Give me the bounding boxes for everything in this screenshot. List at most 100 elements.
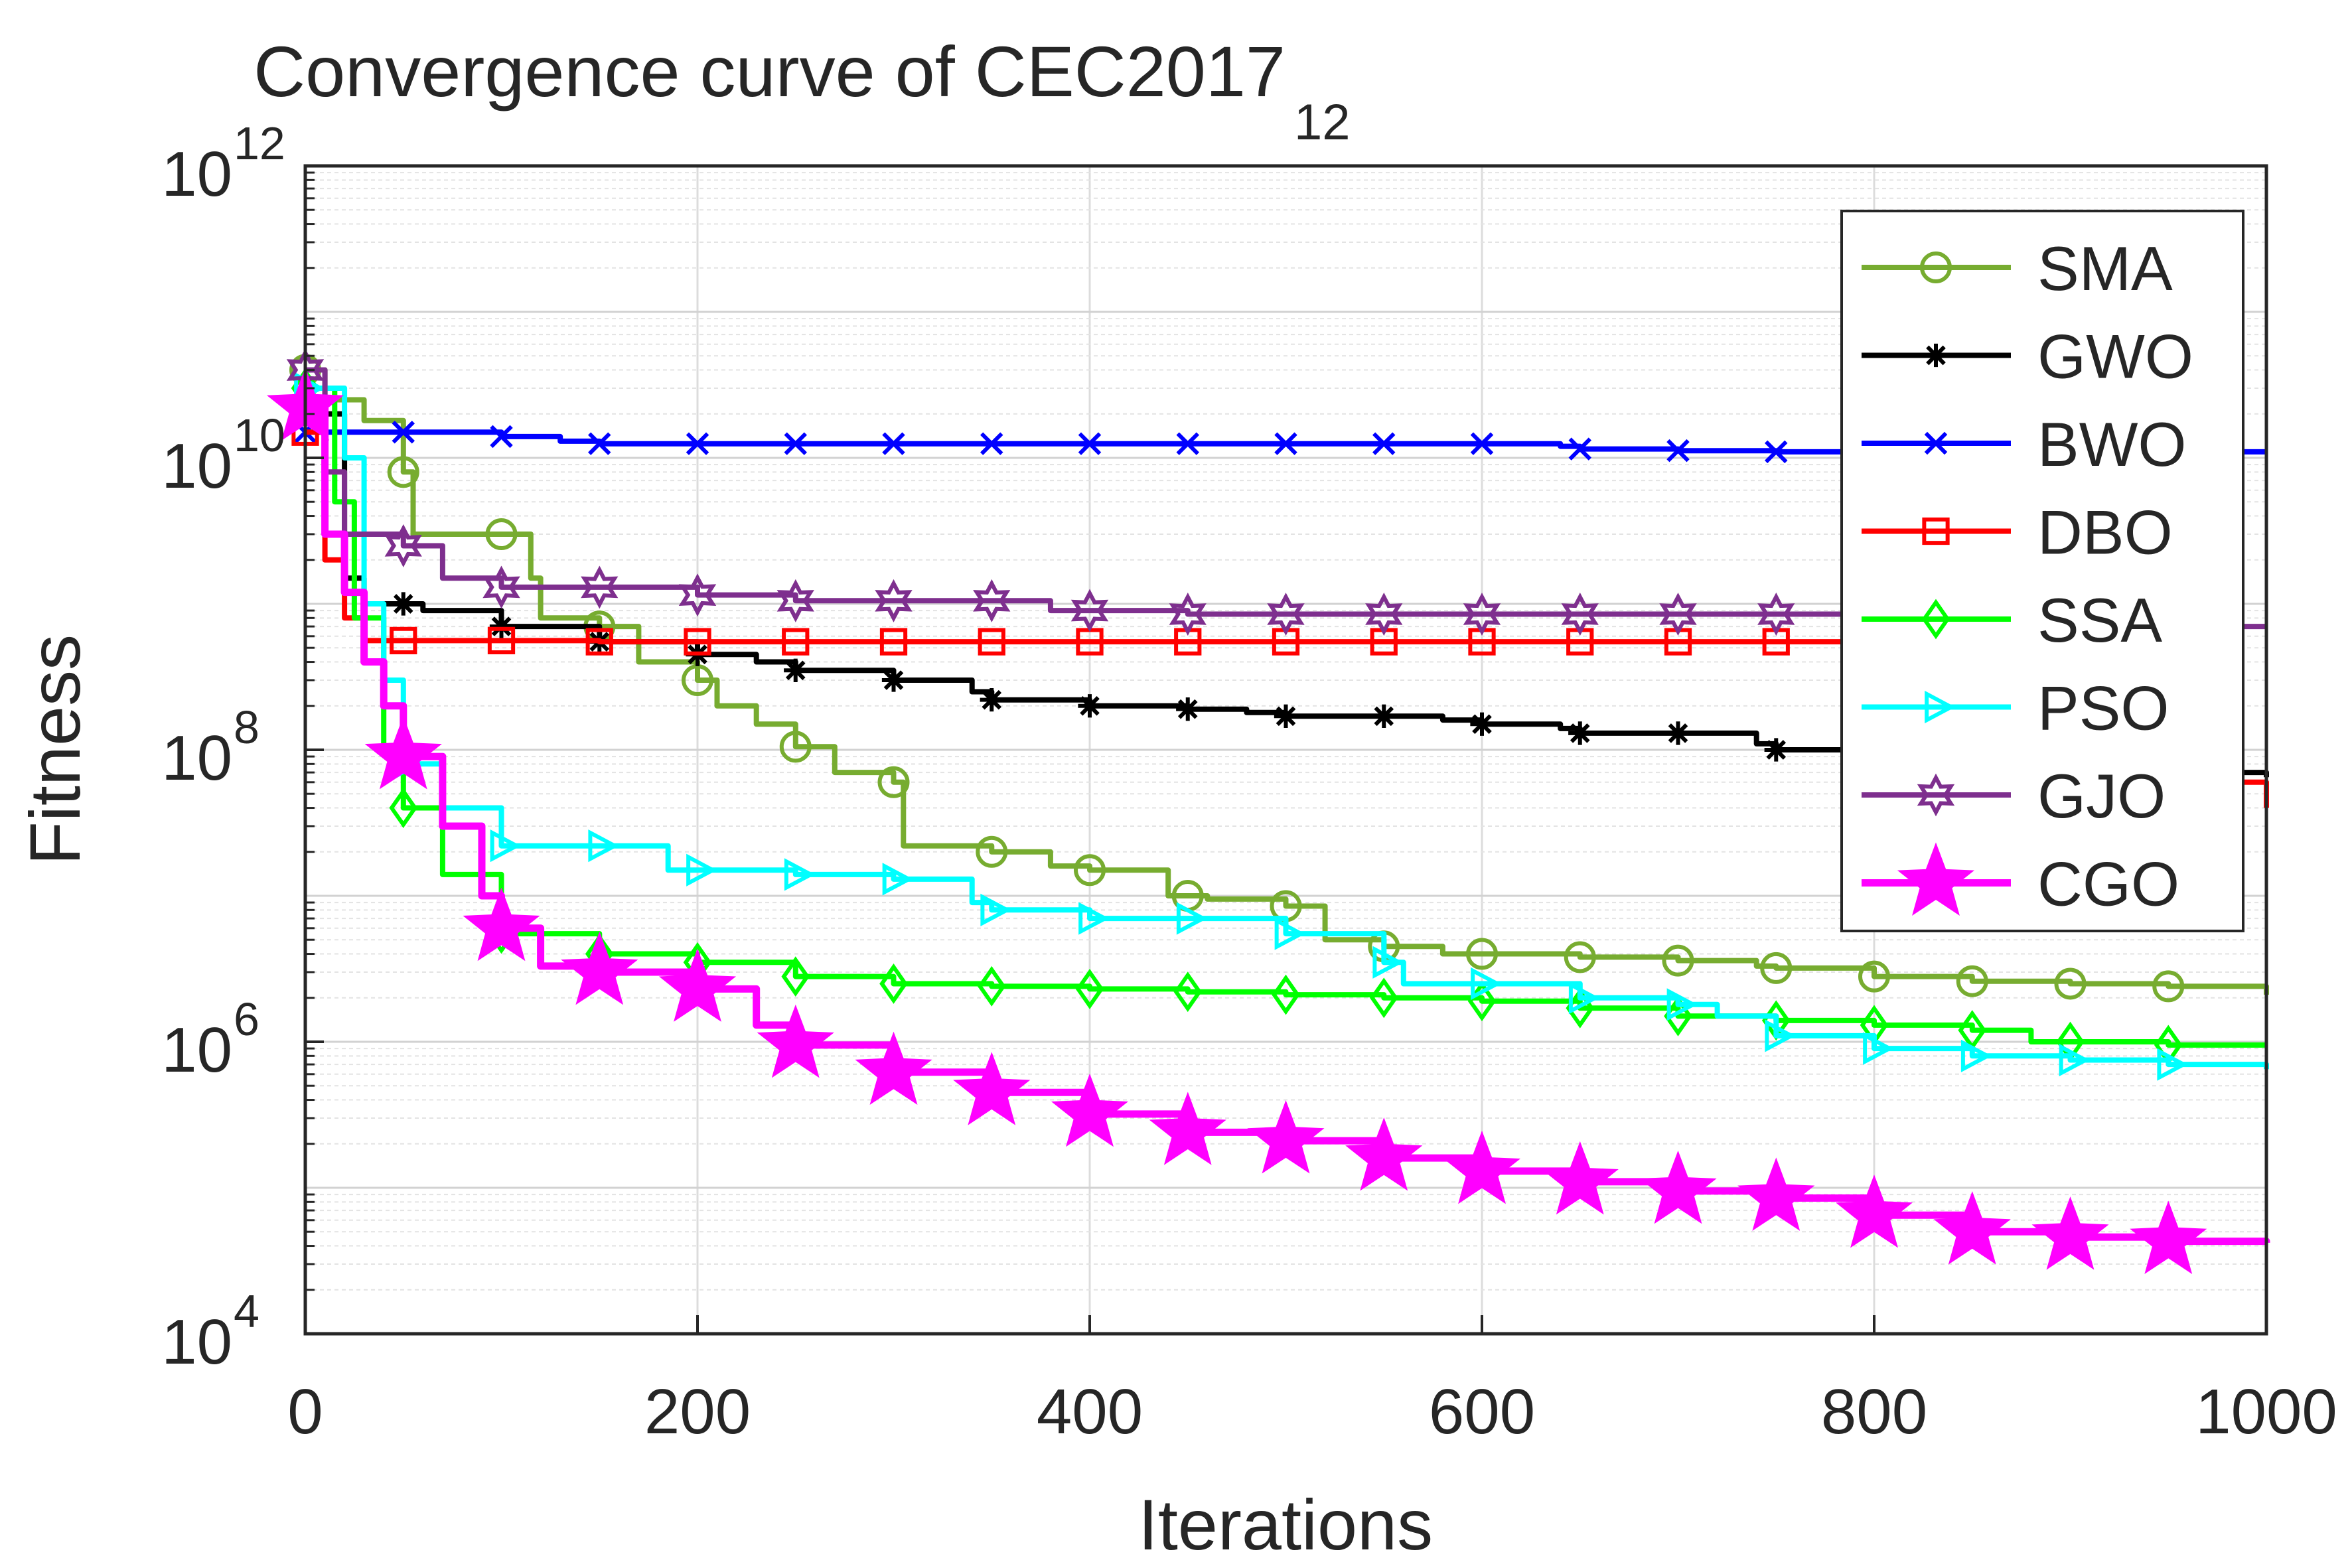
data-point-gjo [1561, 593, 1599, 636]
data-point-cgo [1443, 1130, 1521, 1204]
y-tick-label-base: 10 [161, 1015, 232, 1086]
legend-box [1840, 210, 2244, 932]
legend-marker [1925, 690, 1956, 724]
data-point-pso [2059, 1043, 2090, 1077]
y-tick-label-exponent: 6 [234, 993, 259, 1045]
data-point-sma [1760, 952, 1793, 984]
data-point-cgo [1541, 1141, 1619, 1215]
data-point-sma [2054, 967, 2087, 1000]
legend-marker [1924, 343, 1948, 368]
data-point-sma [485, 518, 518, 551]
data-point-sma [1564, 941, 1596, 973]
data-point-cgo [1247, 1100, 1325, 1174]
data-point-cgo [1835, 1175, 1913, 1248]
data-point-pso [588, 829, 619, 863]
data-point-gwo [1666, 721, 1690, 745]
data-point-gjo [1365, 593, 1403, 636]
legend-label: GWO [2037, 322, 2193, 392]
data-point-bwo [1666, 439, 1690, 463]
data-point-cgo [757, 1004, 834, 1078]
data-point-gwo [881, 668, 906, 692]
series-line-pso [305, 386, 2269, 1070]
data-point-ssa [977, 965, 1006, 1007]
data-point-pso [1568, 981, 1600, 1015]
data-point-pso [490, 829, 521, 863]
y-tick-label-base: 10 [161, 139, 232, 210]
data-point-sma [976, 835, 1008, 868]
legend-marker [1897, 842, 1975, 916]
data-point-gwo [784, 658, 808, 682]
legend-entry-gwo: GWO [1862, 322, 2193, 392]
legend-entry-dbo: DBO [1862, 498, 2173, 567]
data-point-pso [1176, 902, 1208, 935]
data-point-gwo [980, 688, 1003, 712]
data-point-gjo [973, 579, 1011, 622]
data-point-sma [2152, 970, 2185, 1003]
data-point-cgo [953, 1052, 1031, 1125]
y-tick-label-exponent: 8 [234, 701, 259, 753]
data-point-pso [1078, 902, 1110, 935]
data-point-cgo [561, 931, 638, 1005]
data-point-gwo [1176, 697, 1200, 721]
data-point-pso [1471, 967, 1502, 1001]
data-point-dbo [978, 628, 1005, 656]
data-point-sma [1466, 938, 1498, 970]
data-point-dbo [390, 626, 417, 655]
data-point-pso [2157, 1048, 2188, 1081]
data-point-dbo [879, 628, 908, 656]
data-point-pso [1372, 946, 1404, 979]
x-tick-label: 800 [1821, 1376, 1927, 1447]
data-point-gjo [1463, 593, 1501, 636]
data-point-gjo [1070, 589, 1109, 632]
legend-entry-pso: PSO [1862, 674, 2169, 743]
data-point-gjo [875, 579, 913, 622]
data-point-pso [784, 858, 816, 891]
data-point-gjo [776, 579, 814, 622]
x-tick-label: 600 [1429, 1376, 1535, 1447]
legend-marker [1921, 599, 1950, 640]
data-point-cgo [1737, 1157, 1815, 1231]
x-tick-label: 1000 [2195, 1376, 2337, 1447]
legend-entry-bwo: BWO [1862, 409, 2187, 479]
data-point-pso [1960, 1039, 1992, 1072]
y-axis-label: Fitness [15, 634, 95, 865]
data-point-bwo [1274, 432, 1297, 455]
legend-label: PSO [2037, 674, 2169, 743]
data-point-pso [686, 853, 717, 887]
data-point-gwo [1274, 704, 1298, 728]
y-tick-label-exponent: 4 [234, 1285, 259, 1337]
data-point-bwo [490, 425, 513, 449]
x-tick-label: 0 [287, 1376, 323, 1447]
data-point-ssa [1173, 971, 1203, 1013]
data-point-dbo [487, 626, 516, 655]
data-point-gjo [1757, 593, 1795, 636]
data-point-sma [877, 766, 910, 798]
data-point-sma [779, 731, 812, 763]
series-line-sma [305, 367, 2269, 995]
y-tick-label-base: 10 [161, 1307, 232, 1378]
legend-entry-ssa: SSA [1862, 585, 2162, 655]
legend: SMA GWO BWO DBO SSA PSO GJO CGO [1840, 210, 2244, 932]
data-point-pso [1765, 1019, 1796, 1052]
data-point-ssa [1272, 974, 1300, 1015]
x-tick-label: 400 [1037, 1376, 1143, 1447]
data-point-cgo [364, 716, 442, 790]
data-point-gwo [1470, 712, 1494, 736]
data-point-pso [1863, 1032, 1894, 1065]
data-point-cgo [855, 1031, 932, 1105]
data-point-cgo [463, 887, 540, 962]
data-point-pso [882, 863, 913, 896]
x-tick-label: 200 [644, 1376, 751, 1447]
series-line-ssa [305, 386, 2266, 1048]
data-point-dbo [684, 628, 711, 656]
data-point-bwo [882, 432, 905, 455]
y-tick-label-exponent: 12 [234, 117, 285, 169]
data-point-cgo [1345, 1117, 1423, 1191]
data-point-gwo [489, 614, 514, 638]
legend-entry-sma: SMA [1862, 234, 2173, 303]
data-point-gwo [1372, 704, 1396, 728]
data-point-sma [387, 456, 419, 488]
series-cgo [266, 367, 2270, 1275]
data-point-bwo [1176, 432, 1199, 455]
